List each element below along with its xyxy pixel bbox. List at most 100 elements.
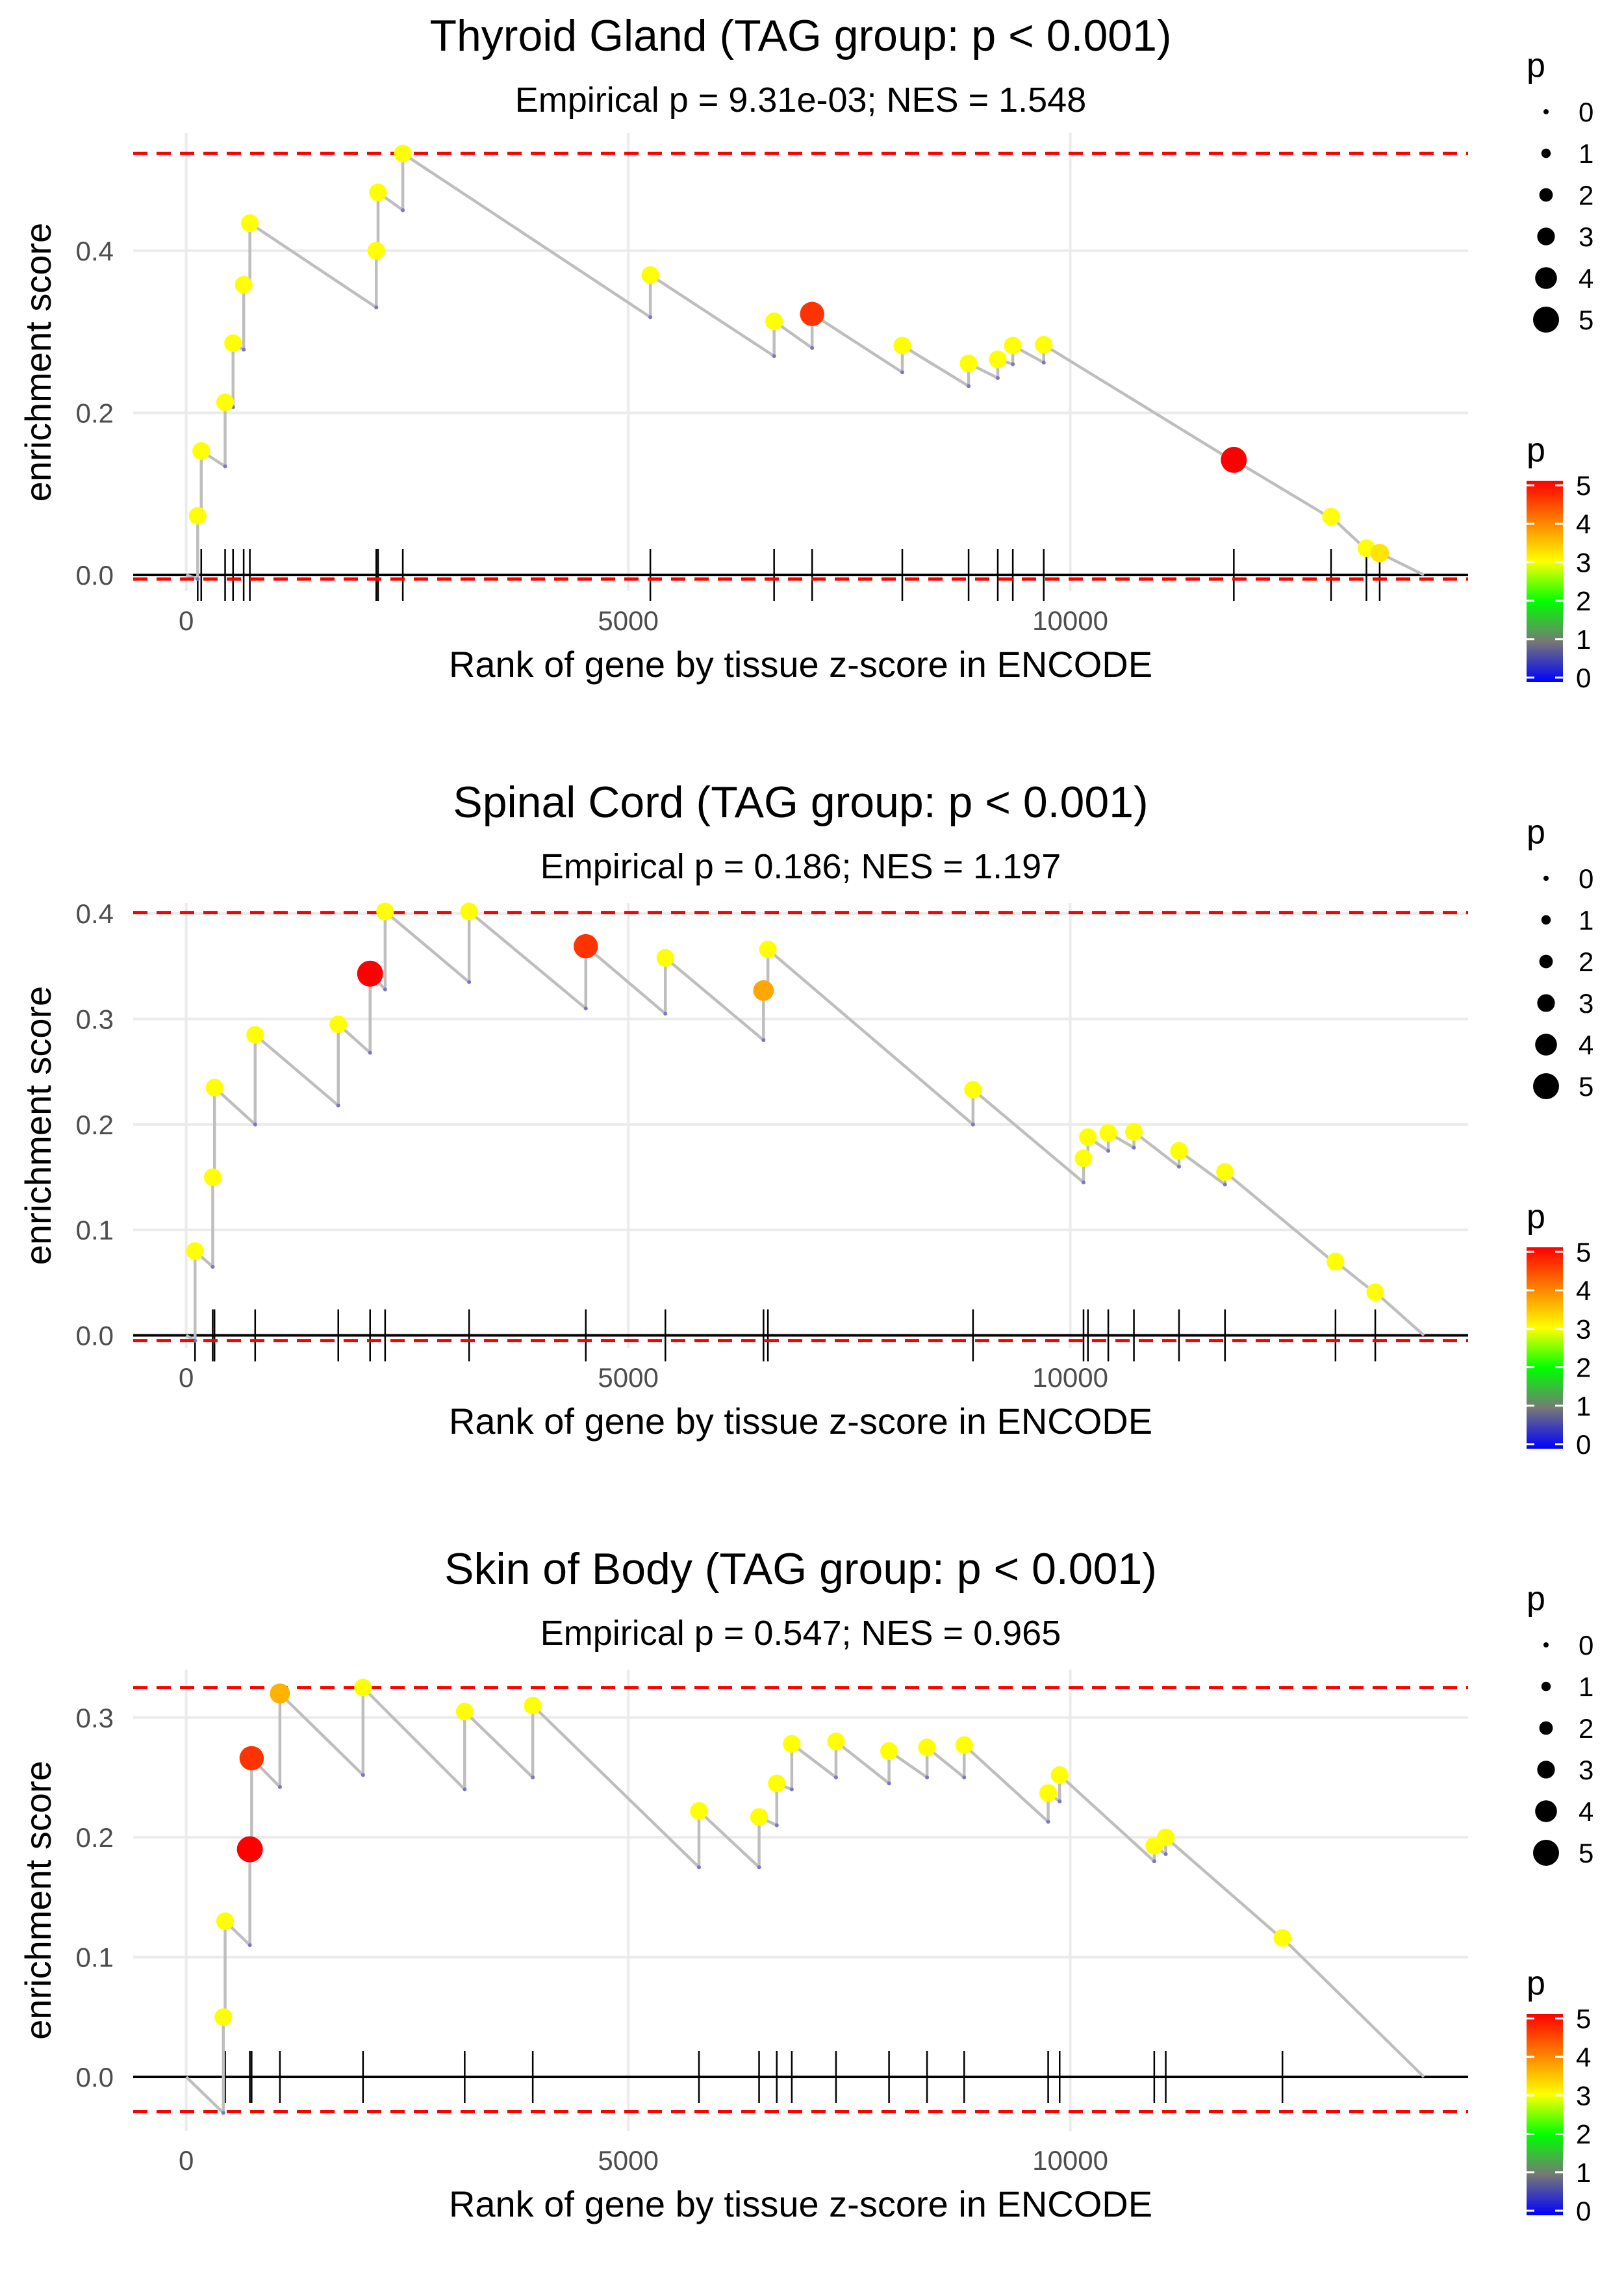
size-legend-label: 0 [1579, 97, 1593, 127]
y-tick-label: 0.2 [76, 1110, 114, 1140]
size-legend-key [1537, 227, 1555, 246]
hit-point [1370, 544, 1389, 563]
hit-low-point [368, 1050, 372, 1055]
hit-point [1366, 1283, 1384, 1301]
size-legend-label: 5 [1579, 305, 1593, 335]
hit-low-point [1106, 1149, 1111, 1153]
hit-low-point [900, 370, 905, 375]
hit-low-point [336, 1103, 340, 1108]
hit-point [641, 266, 659, 284]
hit-low-point [583, 1006, 588, 1011]
x-tick-label: 5000 [598, 2145, 658, 2176]
y-tick-label: 0.4 [76, 236, 114, 266]
hit-point [239, 1746, 264, 1771]
hit-point [354, 1679, 372, 1697]
hit-point [955, 1736, 973, 1754]
hit-point [369, 183, 387, 201]
hit-low-point [789, 1787, 794, 1792]
size-legend-title: p [1527, 47, 1545, 84]
hit-low-point [1176, 1164, 1181, 1169]
chart-title: Thyroid Gland (TAG group: p < 0.001) [429, 11, 1171, 60]
color-legend-label: 4 [1576, 509, 1591, 539]
size-legend-label: 4 [1579, 1030, 1593, 1060]
hit-low-point [1058, 1799, 1062, 1803]
color-legend-title: p [1527, 431, 1545, 469]
hit-point [241, 214, 259, 233]
color-legend-bar [1527, 481, 1563, 682]
x-tick-label: 0 [179, 1362, 194, 1393]
hit-low-point [242, 348, 246, 352]
hit-point [1079, 1128, 1097, 1146]
size-legend-key [1539, 188, 1553, 202]
y-axis-label: enrichment score [18, 986, 58, 1266]
hit-point [827, 1733, 845, 1751]
x-axis-label: Rank of gene by tissue z-score in ENCODE [449, 2183, 1152, 2224]
hit-low-point [971, 1122, 975, 1126]
size-legend-label: 3 [1579, 222, 1593, 252]
hit-point [1035, 336, 1053, 354]
hit-point [394, 144, 412, 162]
hit-low-point [774, 1823, 779, 1827]
chart-subtitle: Empirical p = 9.31e-03; NES = 1.548 [515, 81, 1087, 120]
size-legend-label: 2 [1579, 1713, 1593, 1744]
y-tick-label: 0.2 [76, 398, 114, 428]
size-legend-key [1539, 954, 1553, 969]
hit-point [800, 301, 824, 326]
hit-point [1273, 1929, 1291, 1947]
panel-2: Spinal Cord (TAG group: p < 0.001) Empiri… [18, 778, 1593, 1460]
hit-point [235, 275, 253, 294]
size-legend-label: 2 [1579, 947, 1593, 977]
hit-low-point [757, 1865, 761, 1870]
hit-low-point [221, 2111, 225, 2115]
color-legend-title: p [1527, 1198, 1545, 1236]
size-legend-label: 4 [1579, 1796, 1593, 1827]
hit-point [524, 1696, 542, 1714]
hit-low-point [1046, 1820, 1050, 1824]
hit-point [964, 1080, 982, 1099]
chart-title: Spinal Cord (TAG group: p < 0.001) [453, 778, 1148, 827]
hit-low-point [1132, 1145, 1136, 1150]
y-tick-label: 0.4 [76, 898, 114, 929]
size-legend-label: 2 [1579, 180, 1593, 210]
hit-low-point [253, 1122, 257, 1126]
size-legend-label: 3 [1579, 988, 1593, 1019]
hit-point [188, 507, 207, 525]
size-legend-key [1535, 267, 1557, 289]
hit-point [1039, 1784, 1058, 1802]
x-tick-label: 0 [179, 2145, 194, 2176]
size-legend-label: 3 [1579, 1755, 1593, 1785]
color-legend-label: 2 [1576, 2119, 1591, 2150]
y-tick-label: 0.3 [76, 1004, 114, 1035]
hit-low-point [247, 1943, 252, 1948]
hit-point [765, 312, 783, 331]
hit-point [959, 354, 978, 372]
hit-low-point [887, 1781, 891, 1786]
color-legend-label: 4 [1576, 1275, 1591, 1306]
size-legend-key [1533, 1840, 1559, 1866]
color-legend-label: 3 [1576, 2080, 1591, 2111]
size-legend-label: 4 [1579, 263, 1593, 294]
hit-point [1216, 1163, 1234, 1181]
x-axis-label: Rank of gene by tissue z-score in ENCODE [449, 1401, 1152, 1442]
color-legend-label: 0 [1576, 1429, 1591, 1460]
hit-point [759, 940, 777, 959]
chart-subtitle: Empirical p = 0.186; NES = 1.197 [540, 847, 1061, 886]
hit-point [574, 934, 598, 959]
hit-point [203, 1168, 222, 1186]
color-legend-title: p [1527, 1965, 1545, 2002]
size-legend-label: 1 [1579, 1672, 1593, 1702]
size-legend-title: p [1527, 1580, 1545, 1618]
hit-point [783, 1735, 801, 1753]
hit-point [918, 1738, 936, 1757]
size-legend-key [1543, 109, 1549, 114]
hit-point [455, 1702, 474, 1721]
size-legend-label: 1 [1579, 138, 1593, 169]
hit-low-point [925, 1775, 930, 1779]
hit-point [214, 2008, 233, 2026]
x-tick-label: 10000 [1032, 605, 1108, 636]
y-axis-label: enrichment score [18, 1761, 58, 2040]
hit-point [690, 1802, 708, 1820]
size-legend-label: 0 [1579, 1630, 1593, 1660]
hit-point [216, 1912, 235, 1930]
hit-point [1004, 337, 1022, 355]
